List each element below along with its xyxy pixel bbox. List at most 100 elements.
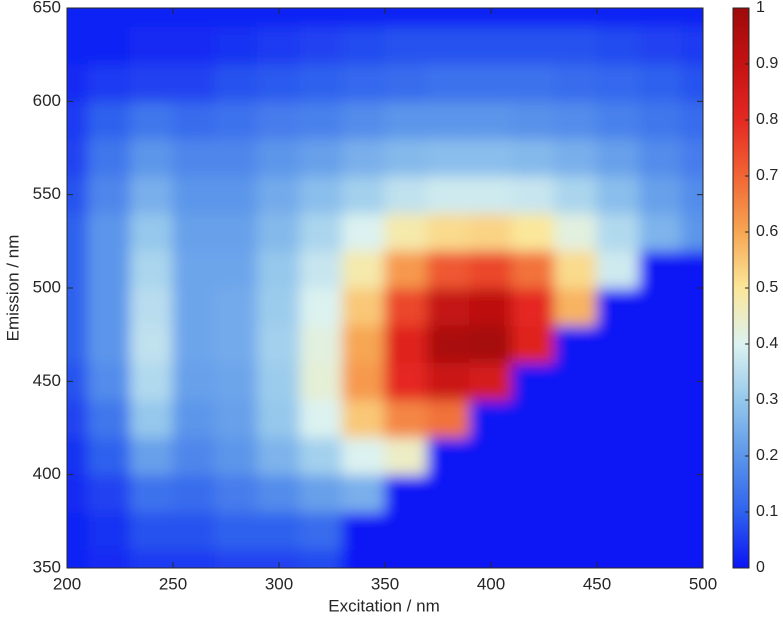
heatmap-cell [426,436,471,476]
heatmap-cell [469,324,513,364]
heatmap-cell [426,8,471,28]
heatmap-cell [172,63,216,102]
heatmap-cell [384,436,428,476]
heatmap-cell [130,212,174,252]
y-tick-label: 350 [33,557,61,576]
heatmap-cell [130,436,174,476]
heatmap-cell [681,138,703,177]
heatmap-cell [130,324,174,364]
heatmap-cell [299,63,344,102]
heatmap-cell [384,63,428,102]
heatmap-cell [554,324,598,364]
colorbar-tick-label: 0.9 [756,55,778,72]
heatmap-cell [384,324,428,364]
y-tick-label: 500 [33,277,61,296]
colorbar-tick-label: 0.1 [756,503,778,520]
heatmap-cell [299,212,344,252]
heatmap-cell [67,212,89,252]
heatmap-cell [469,362,513,401]
heatmap-cell [638,100,683,140]
heatmap-cell [384,212,428,252]
heatmap-cell [596,287,640,326]
heatmap-cell [257,399,301,438]
heatmap-cell [87,511,132,550]
heatmap-cell [87,436,132,476]
heatmap-cell [87,8,132,28]
heatmap-cell [469,436,513,476]
heatmap-cell [384,362,428,401]
heatmap-cell [342,63,386,102]
heatmap-cell [638,138,683,177]
heatmap-cell [511,362,556,401]
heatmap-cell [511,250,556,289]
heatmap-cell [596,8,640,28]
heatmap-cell [384,511,428,550]
heatmap-cell [384,399,428,438]
heatmap-cell [511,287,556,326]
heatmap-cell [681,511,703,550]
heatmap-cell [257,287,301,326]
heatmap-cell [596,250,640,289]
heatmap-cell [554,26,598,65]
x-axis-label: Excitation / nm [328,596,440,615]
heatmap-cell [511,26,556,65]
heatmap-cell [554,287,598,326]
heatmap-cell [469,399,513,438]
heatmap-cell [681,63,703,102]
heatmap-cell [214,324,259,364]
heatmap-cell [130,138,174,177]
heatmap-cell [299,26,344,65]
heatmap-cell [172,250,216,289]
heatmap-cell [342,138,386,177]
heatmap-cell [214,436,259,476]
heatmap-cell [67,175,89,214]
heatmap-cell [638,548,683,568]
heatmap-cell [681,8,703,28]
heatmap-cell [638,287,683,326]
heatmap-cell [257,324,301,364]
heatmap-cell [214,511,259,550]
heatmap-cell [172,548,216,568]
heatmap-cell [172,100,216,140]
heatmap-cell [681,212,703,252]
x-tick-label: 450 [583,574,611,593]
heatmap-cell [342,436,386,476]
heatmap-cell [172,26,216,65]
y-tick-label: 650 [33,0,61,16]
heatmap-cell [342,26,386,65]
heatmap-cell [426,212,471,252]
heatmap-cell [130,474,174,513]
heatmap-cell [87,138,132,177]
heatmap-cell [87,324,132,364]
heatmap-cell [426,362,471,401]
heatmap-cell [554,175,598,214]
heatmap-cell [130,362,174,401]
heatmap-cell [87,175,132,214]
heatmap-cell [469,287,513,326]
heatmap-cell [299,511,344,550]
heatmap-cell [67,63,89,102]
heatmap-cell [342,212,386,252]
heatmap-cell [87,63,132,102]
heatmap-cell [638,175,683,214]
heatmap-cell [87,287,132,326]
heatmap-cell [214,100,259,140]
heatmap-cell [130,399,174,438]
heatmap-cell [214,8,259,28]
heatmap-cell [87,212,132,252]
heatmap-cell [87,250,132,289]
heatmap-cell [426,26,471,65]
heatmap-cell [469,63,513,102]
heatmap-cell [130,8,174,28]
heatmap-cell [87,26,132,65]
heatmap-cell [638,436,683,476]
heatmap-cell [87,399,132,438]
heatmap-cell [384,100,428,140]
heatmap-cell [172,474,216,513]
heatmap-cell [554,212,598,252]
heatmap-cell [67,8,89,28]
heatmap-cell [554,399,598,438]
heatmap-cell [214,63,259,102]
heatmap-cell [87,362,132,401]
heatmap-cell [681,175,703,214]
